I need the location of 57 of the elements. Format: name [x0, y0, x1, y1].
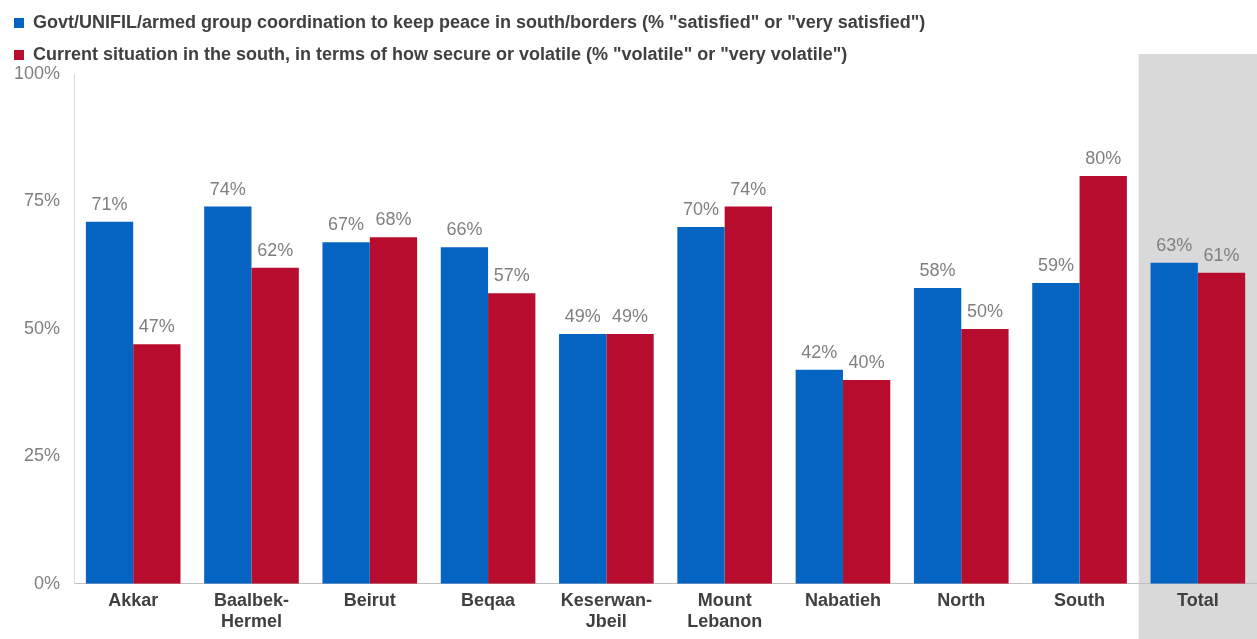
x-tick-label: Akkar [108, 589, 159, 610]
data-label: 40% [848, 351, 885, 372]
data-label: 62% [257, 239, 294, 260]
x-tick-label: Keserwan-Jbeil [560, 589, 652, 632]
legend-label: Current situation in the south, in terms of how secure or volatile (% "volatile" or "very volatile") [33, 43, 848, 64]
bar [369, 237, 418, 584]
bar [1150, 262, 1198, 584]
x-tick-label: Total [1177, 589, 1219, 610]
data-label: 74% [209, 178, 246, 199]
y-tick-label: 0% [34, 572, 61, 593]
data-label: 68% [375, 209, 412, 230]
x-tick-label: South [1054, 589, 1106, 610]
data-label: 57% [493, 265, 530, 286]
data-label: 67% [328, 214, 365, 235]
data-label: 58% [919, 260, 956, 281]
bar [204, 206, 252, 584]
x-tick-label: Nabatieh [804, 589, 881, 610]
data-label: 61% [1203, 244, 1240, 265]
data-label: 50% [966, 300, 1003, 321]
bar [842, 379, 891, 584]
y-tick-label: 100% [13, 62, 61, 83]
x-tick-label: North [937, 589, 986, 610]
x-tick-label: Baalbek-Hermel [213, 589, 289, 632]
bar [961, 328, 1009, 584]
data-label: 66% [446, 219, 483, 240]
bar [1032, 283, 1080, 584]
data-label: 49% [564, 305, 601, 326]
bar [133, 344, 181, 584]
data-label: 74% [730, 178, 767, 199]
bar [251, 267, 299, 584]
bar [606, 334, 654, 584]
x-tick-label: Mount Lebanon [687, 589, 763, 632]
bar [913, 288, 962, 584]
x-tick-label: Beqaa [461, 589, 517, 610]
data-label: 71% [91, 193, 128, 214]
data-label: 80% [1085, 147, 1122, 168]
bar [559, 334, 607, 584]
bar [440, 247, 489, 584]
data-label: 47% [138, 316, 175, 337]
bar [1197, 272, 1246, 584]
legend-label: Govt/UNIFIL/armed group coordination to keep peace in south/borders (% "satisfied" or "very satisfied") [33, 11, 926, 32]
y-tick-label: 75% [24, 190, 61, 211]
data-label: 49% [612, 305, 649, 326]
bar [85, 221, 134, 584]
bar [322, 242, 370, 584]
data-label: 42% [801, 341, 838, 362]
bar [1079, 175, 1127, 584]
data-label: 70% [682, 198, 720, 219]
data-label: 59% [1037, 254, 1074, 275]
x-tick-label: Beirut [343, 589, 396, 610]
bar [488, 293, 536, 584]
y-tick-label: 25% [24, 445, 61, 466]
bar [724, 206, 772, 584]
y-tick-label: 50% [24, 317, 61, 338]
data-label: 63% [1156, 234, 1193, 255]
bar [795, 369, 843, 584]
bar [677, 226, 725, 584]
